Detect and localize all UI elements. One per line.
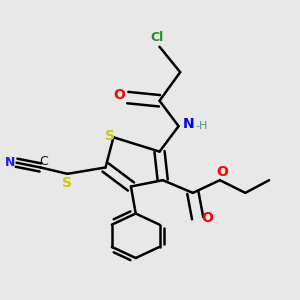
Text: C: C (39, 154, 48, 168)
Text: S: S (105, 129, 115, 143)
Text: N: N (182, 117, 194, 130)
Text: O: O (217, 165, 228, 179)
Text: O: O (201, 211, 213, 225)
Text: N: N (5, 156, 15, 169)
Text: -H: -H (195, 121, 208, 131)
Text: Cl: Cl (150, 31, 164, 44)
Text: S: S (62, 176, 72, 190)
Text: O: O (113, 88, 125, 102)
